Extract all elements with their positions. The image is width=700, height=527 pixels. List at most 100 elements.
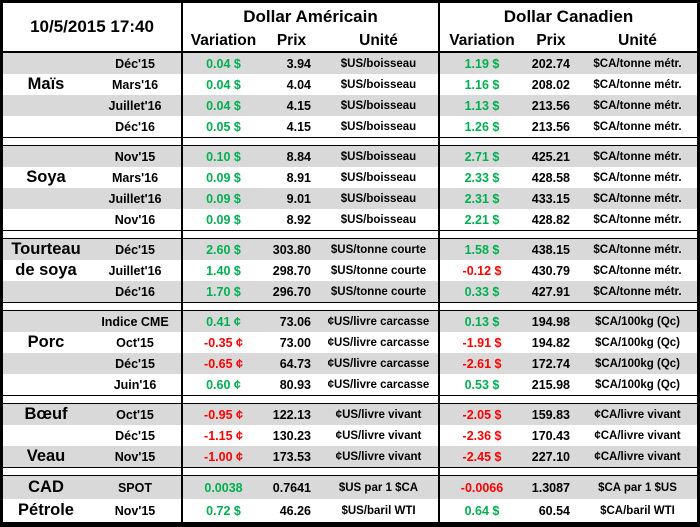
- category-label: [3, 353, 89, 374]
- cad-variation: 0.13 $: [438, 311, 524, 332]
- usd-price: 80.93: [279, 377, 311, 392]
- usd-price: 303.80: [272, 242, 311, 257]
- spacer-segment: [181, 396, 438, 403]
- table-row: Soya Mars'16 0.09 $ 8.91 $US/boisseau 2.33 $ 4…: [3, 167, 697, 188]
- cad-unit: $CA par 1 $US: [598, 481, 677, 494]
- usd-variation: 0.04 $: [181, 74, 264, 95]
- cad-price: 213.56: [531, 119, 570, 134]
- spacer-segment: [3, 396, 181, 403]
- spacer-segment: [181, 138, 438, 145]
- usd-unit: $US/boisseau: [340, 150, 417, 163]
- cad-unit: $CA/tonne métr.: [593, 57, 682, 70]
- timestamp: 10/5/2015 17:40: [30, 17, 154, 36]
- cad-variation: -2.45 $: [438, 446, 524, 467]
- usd-price: 298.70: [272, 263, 311, 278]
- usd-variation: 1.40 $: [181, 260, 264, 281]
- contract-month: Mars'16: [111, 77, 159, 92]
- spacer-segment: [181, 303, 438, 310]
- table-row: Déc'15 -0.65 ¢ 64.73 ¢US/livre carcasse -2.6…: [3, 353, 697, 374]
- cad-unit: $CA/tonne métr.: [593, 99, 682, 112]
- cad-unit: $CA/baril WTI: [600, 504, 675, 517]
- cad-variation: -0.0066: [438, 476, 524, 499]
- table-row: Déc'16 1.70 $ 296.70 $US/tonne courte 0.33 $…: [3, 281, 697, 302]
- category-label: Bœuf: [24, 405, 68, 423]
- contract-month: SPOT: [117, 480, 153, 495]
- usd-price: 130.23: [272, 428, 311, 443]
- usd-variation: -0.95 ¢: [181, 404, 264, 425]
- usd-price: 8.84: [286, 149, 311, 164]
- usd-variation: -0.65 ¢: [181, 353, 264, 374]
- cad-price: 60.54: [538, 503, 570, 518]
- cad-variation: -2.36 $: [438, 425, 524, 446]
- cad-variation: 2.33 $: [438, 167, 524, 188]
- usd-variation: 0.04 $: [181, 53, 264, 74]
- cad-variation: 2.31 $: [438, 188, 524, 209]
- contract-month: Nov'15: [114, 503, 156, 518]
- table-row: Juillet'16 0.09 $ 9.01 $US/boisseau 2.31 $ 43…: [3, 188, 697, 209]
- cad-variation: 1.13 $: [438, 95, 524, 116]
- usd-price: 0.7641: [272, 480, 311, 495]
- usd-price: 8.92: [286, 212, 311, 227]
- cad-unit: $CA/tonne métr.: [593, 243, 682, 256]
- commodity-block: Bœuf Oct'15 -0.95 ¢ 122.13 ¢US/livre vivant -…: [3, 403, 697, 468]
- cad-unit: $CA/100kg (Qc): [594, 357, 680, 370]
- usd-unit: ¢US/livre carcasse: [327, 336, 430, 349]
- category-label: Porc: [27, 333, 65, 351]
- table-row: Déc'15 0.04 $ 3.94 $US/boisseau 1.19 $ 202.74…: [3, 53, 697, 74]
- cad-variation: -1.91 $: [438, 332, 524, 353]
- usd-variation: 2.60 $: [181, 239, 264, 260]
- cad-variation: 1.26 $: [438, 116, 524, 137]
- cad-unit: $CA/tonne métr.: [593, 285, 682, 298]
- commodity-block: CAD SPOT 0.0038 0.7641 $US par 1 $CA -0.0066 1…: [3, 475, 697, 523]
- commodity-block: Tourteau Déc'15 2.60 $ 303.80 $US/tonne cour…: [3, 238, 697, 303]
- usd-unit: ¢US/livre carcasse: [327, 315, 430, 328]
- cad-price: 172.74: [531, 356, 570, 371]
- table-row: Veau Nov'15 -1.00 ¢ 173.53 ¢US/livre vivant -…: [3, 446, 697, 467]
- cad-price: 159.83: [531, 407, 570, 422]
- usd-unit: $US/boisseau: [340, 120, 417, 133]
- category-label: [3, 188, 89, 209]
- contract-month: Juillet'16: [108, 191, 162, 206]
- cad-variation: 1.16 $: [438, 74, 524, 95]
- usd-unit: $US/baril WTI: [341, 504, 416, 517]
- cad-variation: -2.05 $: [438, 404, 524, 425]
- section-spacer: [3, 231, 697, 238]
- usd-variation: 0.09 $: [181, 167, 264, 188]
- cad-section-title: Dollar Canadien: [438, 3, 697, 30]
- usd-unit: $US par 1 $CA: [338, 481, 419, 494]
- section-spacer: [3, 138, 697, 145]
- commodity-block: Nov'15 0.10 $ 8.84 $US/boisseau 2.71 $ 425.21…: [3, 145, 697, 231]
- usd-price: 64.73: [279, 356, 311, 371]
- contract-month: Juin'16: [113, 377, 157, 392]
- spacer-segment: [438, 468, 697, 475]
- cad-variation: -2.61 $: [438, 353, 524, 374]
- table-row: Déc'15 -1.15 ¢ 130.23 ¢US/livre vivant -2.36…: [3, 425, 697, 446]
- contract-month: Déc'16: [115, 284, 155, 299]
- contract-month: Juillet'16: [108, 98, 162, 113]
- cad-price: 427.91: [531, 284, 570, 299]
- usd-price: 8.91: [286, 170, 311, 185]
- usd-variation: -1.00 ¢: [181, 446, 264, 467]
- cad-price: 428.58: [531, 170, 570, 185]
- usd-variation: -0.35 ¢: [181, 332, 264, 353]
- cad-unit: $CA/tonne métr.: [593, 78, 682, 91]
- cad-variation: -0.12 $: [438, 260, 524, 281]
- table-row: Bœuf Oct'15 -0.95 ¢ 122.13 ¢US/livre vivant -…: [3, 404, 697, 425]
- contract-month: Oct'15: [116, 407, 154, 422]
- usd-variation: 0.60 ¢: [181, 374, 264, 395]
- cad-unit: $CA/tonne métr.: [593, 264, 682, 277]
- spacer-segment: [181, 468, 438, 475]
- usd-variation: 0.41 ¢: [181, 311, 264, 332]
- category-label: Maïs: [27, 75, 65, 93]
- cad-price: 1.3087: [531, 480, 570, 495]
- usd-unit: ¢US/livre vivant: [335, 408, 422, 421]
- table-row: Porc Oct'15 -0.35 ¢ 73.00 ¢US/livre carcasse…: [3, 332, 697, 353]
- usd-variation: 0.09 $: [181, 188, 264, 209]
- cad-unit: ¢CA/livre vivant: [594, 408, 681, 421]
- cad-variation: 0.33 $: [438, 281, 524, 302]
- contract-month: Déc'15: [115, 242, 155, 257]
- usd-variation: 1.70 $: [181, 281, 264, 302]
- table-row: Maïs Mars'16 0.04 $ 4.04 $US/boisseau 1.16 $ 2…: [3, 74, 697, 95]
- cad-variation: 1.19 $: [438, 53, 524, 74]
- category-label: [3, 116, 89, 137]
